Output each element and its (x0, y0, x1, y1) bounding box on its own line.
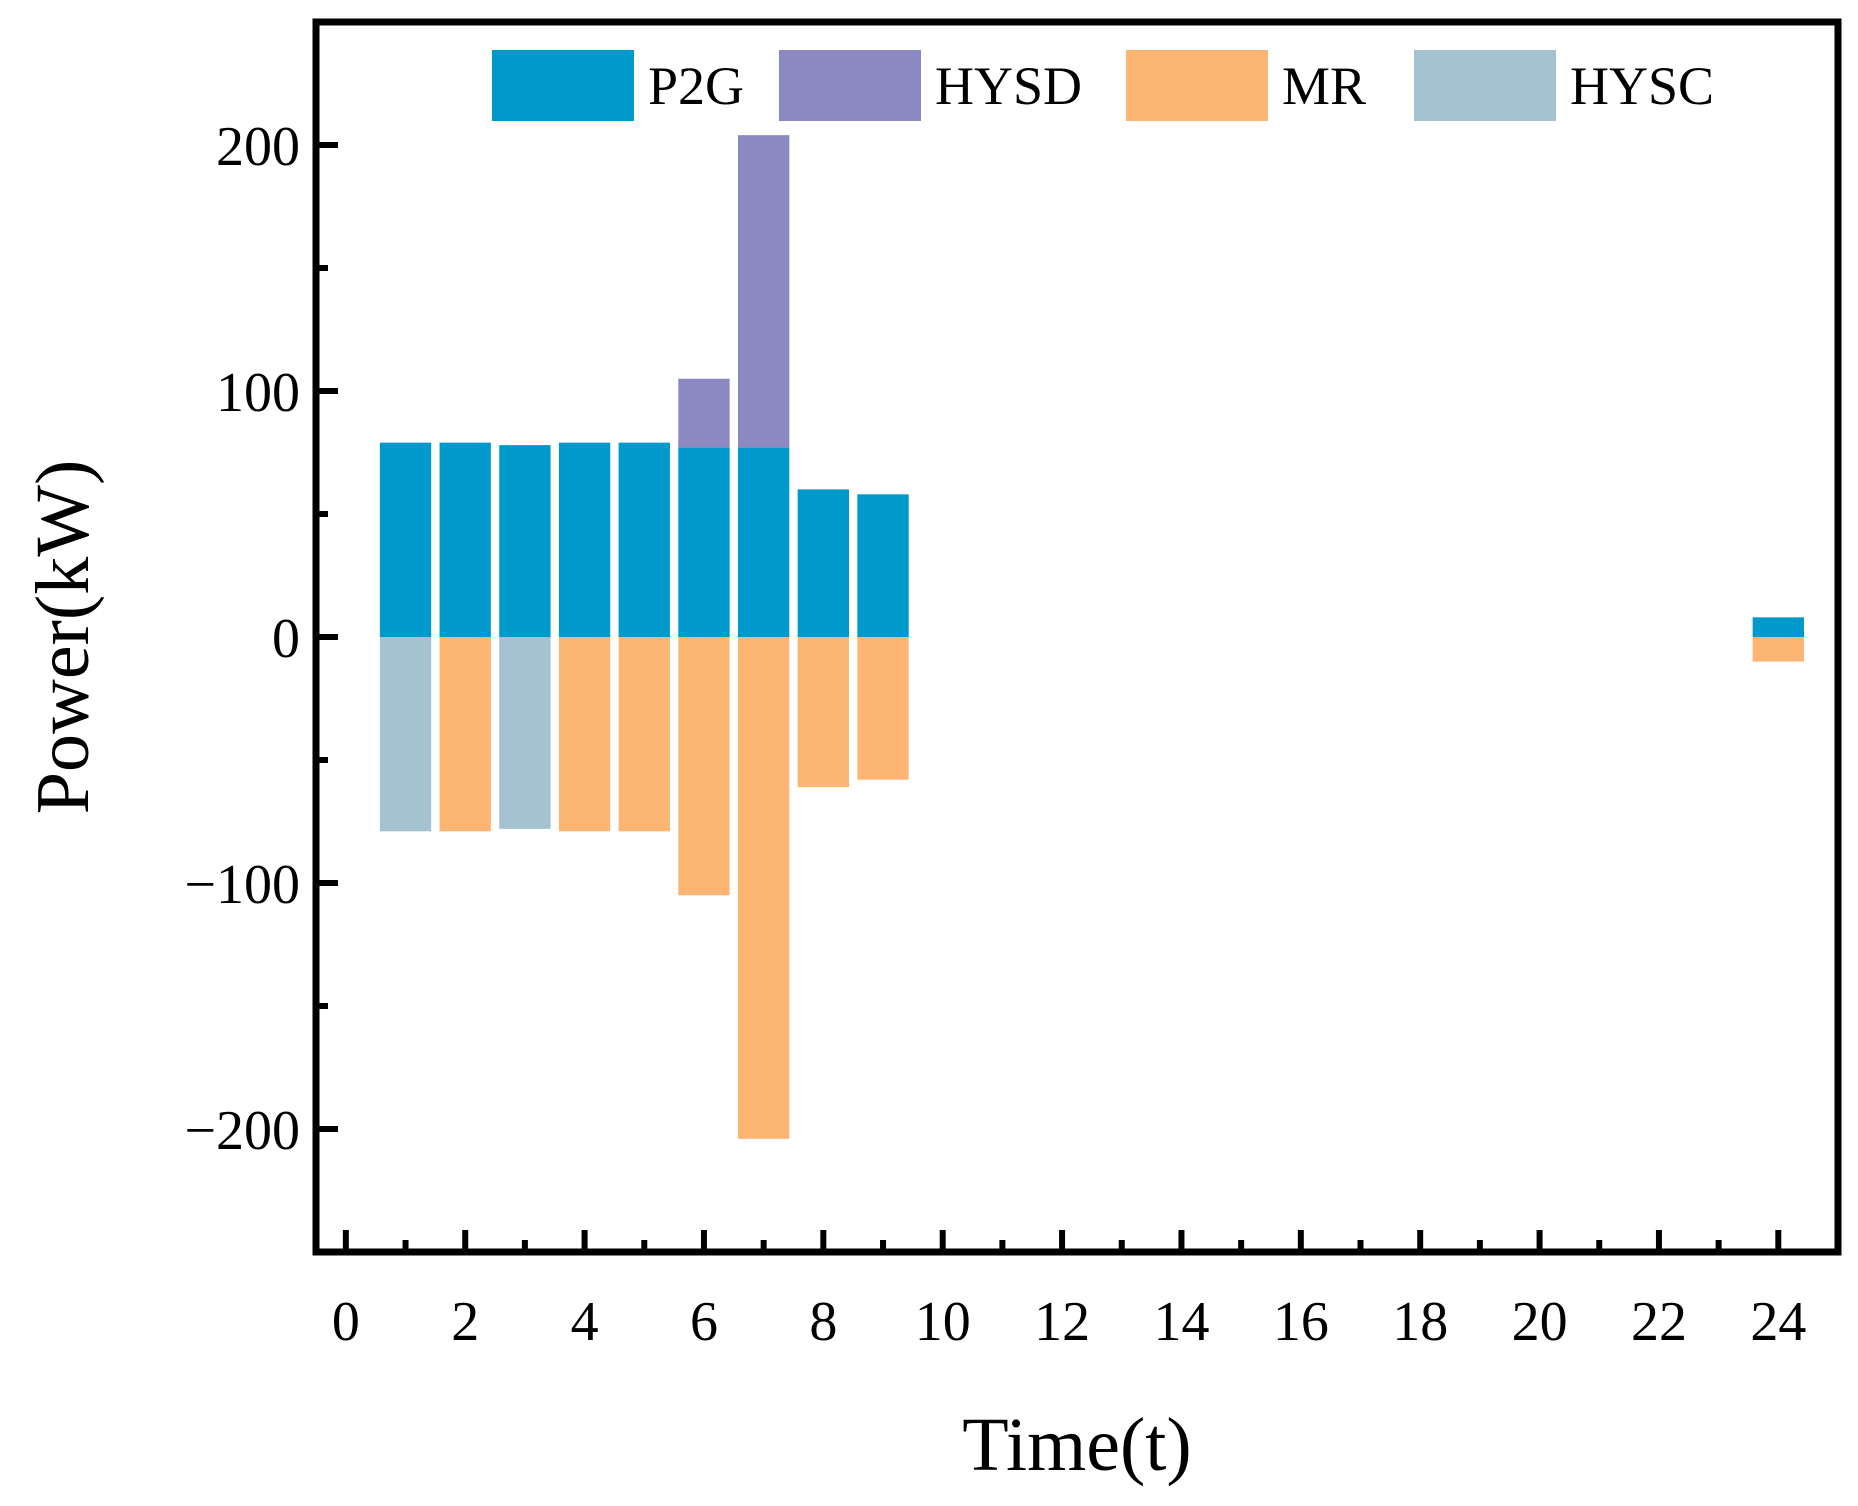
bars-layer (379, 135, 1804, 1139)
y-tick-label: −200 (184, 1100, 300, 1162)
bar-mr-t5 (618, 637, 670, 832)
legend-swatch-hysc (1414, 50, 1556, 121)
legend-label-hysd: HYSD (935, 56, 1082, 116)
legend: P2G HYSD MR HYSC (492, 50, 1714, 121)
x-tick-label: 24 (1750, 1291, 1806, 1353)
legend-swatch-hysd (779, 50, 921, 121)
x-tick-label: 14 (1153, 1291, 1209, 1353)
bar-p2g-t3 (499, 445, 551, 637)
legend-swatch-p2g (492, 50, 634, 121)
bar-p2g-t1 (379, 442, 432, 637)
x-tick-label: 4 (571, 1291, 599, 1353)
bar-mr-t24 (1752, 637, 1804, 662)
legend-label-mr: MR (1282, 56, 1366, 116)
bar-mr-t2 (439, 637, 491, 832)
bar-p2g-t6 (678, 447, 730, 637)
y-axis: −200 −100 0 100 200 (184, 116, 338, 1162)
bar-hysc-t1 (379, 637, 432, 832)
x-tick-label: 10 (915, 1291, 971, 1353)
x-tick-label: 22 (1631, 1291, 1687, 1353)
bar-p2g-t2 (439, 442, 491, 637)
y-axis-title: Power(kW) (21, 460, 105, 815)
bar-p2g-t8 (797, 489, 849, 637)
x-tick-label: 6 (690, 1291, 718, 1353)
legend-label-hysc: HYSC (1570, 56, 1714, 116)
x-tick-label: 20 (1512, 1291, 1568, 1353)
bar-p2g-t24 (1752, 617, 1804, 637)
y-tick-label: 100 (216, 362, 300, 424)
x-tick-label: 0 (332, 1291, 360, 1353)
y-tick-label: 0 (272, 608, 300, 670)
y-tick-label: −100 (184, 854, 300, 916)
bar-p2g-t4 (558, 442, 611, 637)
legend-label-p2g: P2G (648, 56, 744, 116)
y-tick-label: 200 (216, 116, 300, 178)
bar-hysd-t7 (737, 135, 790, 448)
x-axis: 0 2 4 6 8 10 12 14 16 18 20 22 24 (332, 1230, 1806, 1353)
bar-p2g-t5 (618, 442, 670, 637)
x-tick-label: 12 (1034, 1291, 1090, 1353)
legend-swatch-mr (1126, 50, 1268, 121)
bar-hysd-t6 (678, 378, 730, 448)
x-tick-label: 18 (1392, 1291, 1448, 1353)
x-tick-label: 16 (1273, 1291, 1329, 1353)
x-tick-label: 8 (809, 1291, 837, 1353)
bar-mr-t9 (857, 637, 909, 780)
bar-p2g-t9 (857, 494, 909, 637)
bar-mr-t7 (737, 637, 790, 1139)
bar-mr-t4 (558, 637, 611, 832)
bar-mr-t6 (678, 637, 730, 896)
bar-p2g-t7 (737, 447, 790, 637)
x-tick-label: 2 (451, 1291, 479, 1353)
x-axis-title: Time(t) (962, 1403, 1191, 1487)
bar-mr-t8 (797, 637, 849, 788)
bar-hysc-t3 (499, 637, 551, 829)
